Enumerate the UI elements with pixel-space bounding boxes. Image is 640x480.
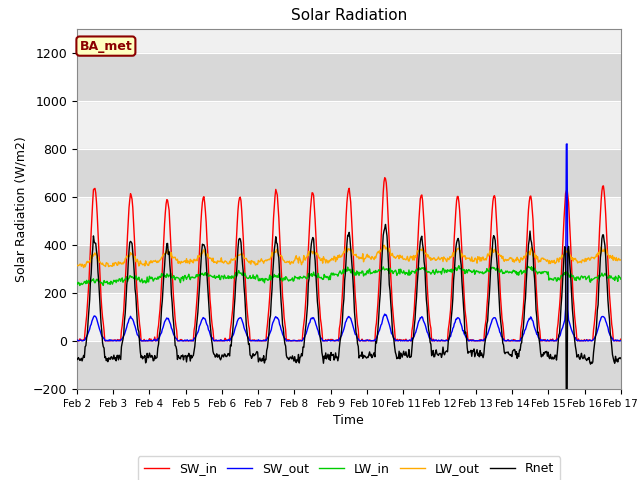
LW_out — [417, 247, 424, 252]
SW_out — [431, 337, 439, 343]
Bar — [77, 245, 621, 293]
Line: LW_out: LW_out — [77, 245, 621, 268]
SW_in — [139, 338, 147, 344]
Legend: SW_in, SW_out, LW_in, LW_out, Rnet: SW_in, SW_out, LW_in, LW_out, Rnet — [138, 456, 560, 480]
X-axis label: Time: Time — [333, 414, 364, 427]
SW_out — [416, 317, 424, 323]
Rnet — [431, 350, 439, 356]
LW_in — [617, 276, 625, 282]
Rnet — [416, 247, 424, 252]
LW_out — [140, 262, 147, 267]
Bar — [77, 341, 621, 389]
Y-axis label: Solar Radiation (W/m2): Solar Radiation (W/m2) — [14, 136, 27, 282]
Rnet — [194, 310, 202, 315]
SW_out — [84, 332, 92, 338]
SW_in — [431, 337, 439, 343]
LW_out — [380, 242, 388, 248]
Rnet — [83, 336, 90, 341]
SW_in — [194, 282, 202, 288]
LW_in — [223, 275, 231, 281]
LW_in — [76, 283, 84, 288]
Bar — [77, 53, 621, 101]
LW_in — [431, 269, 439, 275]
SW_out — [78, 338, 86, 344]
SW_in — [223, 337, 230, 343]
LW_in — [140, 278, 147, 284]
LW_in — [195, 273, 202, 279]
Rnet — [73, 356, 81, 362]
LW_out — [80, 265, 88, 271]
SW_out — [195, 327, 202, 333]
LW_out — [433, 257, 440, 263]
LW_out — [73, 262, 81, 268]
LW_out — [195, 254, 202, 260]
SW_out — [617, 338, 625, 344]
LW_in — [84, 280, 92, 286]
SW_in — [73, 338, 81, 344]
Line: Rnet: Rnet — [77, 225, 621, 408]
SW_out — [223, 337, 231, 343]
SW_in — [416, 208, 424, 214]
LW_in — [416, 265, 424, 271]
Rnet — [223, 354, 230, 360]
LW_in — [455, 263, 463, 268]
SW_in — [381, 175, 388, 180]
LW_in — [73, 280, 81, 286]
Title: Solar Radiation: Solar Radiation — [291, 9, 407, 24]
Line: SW_out: SW_out — [77, 144, 621, 341]
SW_in — [83, 313, 90, 319]
Line: LW_in: LW_in — [77, 265, 621, 286]
Rnet — [139, 356, 147, 362]
LW_out — [84, 258, 92, 264]
Line: SW_in: SW_in — [77, 178, 621, 341]
Rnet — [617, 356, 625, 361]
Rnet — [381, 222, 389, 228]
LW_out — [223, 261, 231, 266]
Bar — [77, 149, 621, 197]
Text: BA_met: BA_met — [79, 40, 132, 53]
Rnet — [563, 405, 570, 410]
SW_out — [563, 141, 571, 147]
LW_out — [617, 257, 625, 263]
SW_out — [73, 338, 81, 344]
SW_out — [140, 338, 147, 344]
SW_in — [617, 336, 625, 342]
